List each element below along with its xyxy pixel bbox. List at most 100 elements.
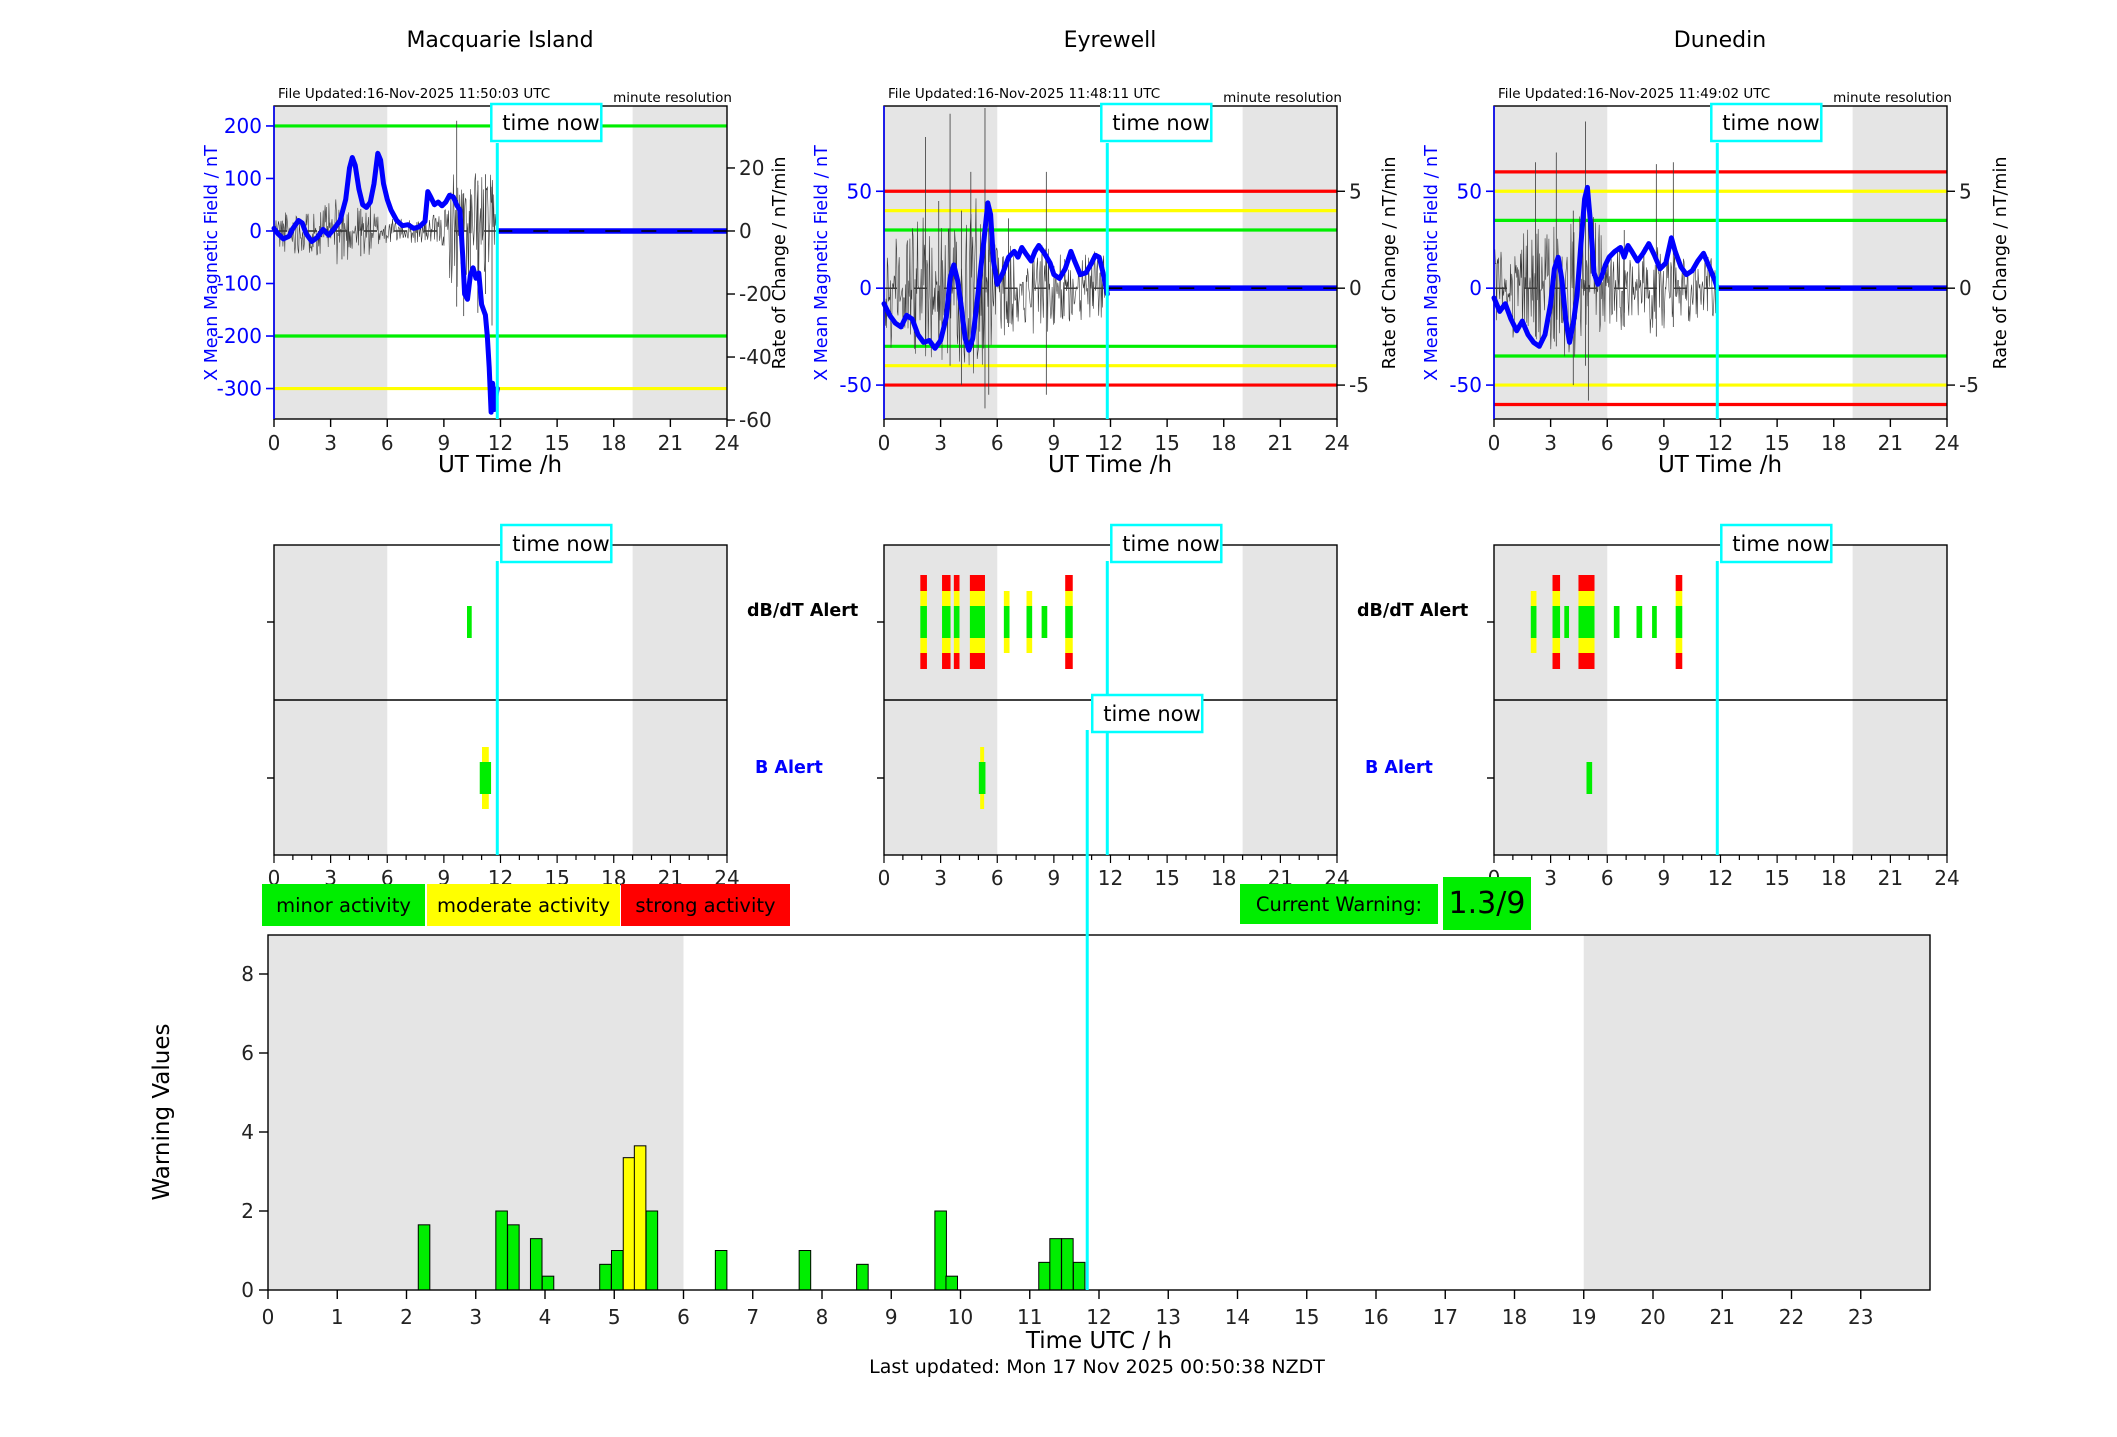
- right-tick-label: -40: [739, 345, 772, 369]
- left-tick-label: 200: [224, 114, 262, 138]
- x-tick-label: 7: [746, 1305, 759, 1329]
- right-tick-label: 0: [739, 219, 752, 243]
- x-tick-label: 0: [878, 431, 891, 455]
- warning-bar: [507, 1224, 520, 1291]
- warning-bar: [714, 1250, 728, 1291]
- right-tick-label: 0: [1349, 276, 1362, 300]
- time-now-flag: time now: [1100, 102, 1213, 143]
- y-tick-label: 6: [241, 1041, 254, 1065]
- x-tick-label: 5: [608, 1305, 621, 1329]
- warning-bar: [1072, 1261, 1086, 1291]
- x-tick-label: 18: [601, 431, 626, 455]
- time-now-box: [1110, 523, 1223, 564]
- x-tick-label: 3: [934, 866, 947, 890]
- mean-field-series: [881, 200, 1110, 353]
- x-tick-label: 20: [1640, 1305, 1665, 1329]
- alert-bar-strong: [1065, 575, 1073, 591]
- time-now-flag: time now: [500, 523, 613, 564]
- warning-bar: [599, 1263, 612, 1291]
- x-tick-label: 23: [1848, 1305, 1873, 1329]
- night-shading-band: [1852, 106, 1947, 419]
- x-tick-label: 3: [324, 431, 337, 455]
- warning-bar: [1038, 1261, 1051, 1291]
- right-tick-label: -20: [739, 282, 772, 306]
- y-tick-label: 2: [241, 1199, 254, 1223]
- alert-bar-moderate: [942, 591, 951, 606]
- time-now-flag: time now: [490, 102, 603, 143]
- time-now-text: time now: [1722, 111, 1819, 135]
- x-tick-label: 12: [1098, 431, 1123, 455]
- y-axis-label-field-eyrewell: X Mean Magnetic Field / nT: [812, 145, 832, 381]
- time-utc-axis-label: Time UTC / h: [1025, 1328, 1173, 1354]
- alert-bar-moderate: [1675, 638, 1683, 653]
- right-tick-label: -5: [1959, 373, 1979, 397]
- alert-bar-strong: [1552, 575, 1561, 591]
- alert-bar-strong: [969, 575, 985, 591]
- x-tick-label: 0: [1488, 431, 1501, 455]
- x-tick-label: 12: [1708, 431, 1733, 455]
- dbdt-alert-label-1: dB/dT Alert: [747, 601, 859, 621]
- y-axis-label-rate-macquarie: Rate of Change / nT/min: [770, 156, 790, 370]
- x-tick-label: 15: [1154, 431, 1179, 455]
- x-tick-label: 21: [1710, 1305, 1735, 1329]
- alert-bar-minor: [1003, 606, 1010, 638]
- station-title-eyrewell: Eyrewell: [1063, 28, 1157, 53]
- alert-bar-moderate: [1065, 638, 1073, 653]
- alert-bar-moderate: [953, 591, 960, 606]
- minute-resolution-label: minute resolution: [1223, 90, 1342, 106]
- time-now-box: [1720, 523, 1833, 564]
- left-tick-label: 100: [224, 166, 262, 190]
- alert-bar-minor: [942, 606, 951, 638]
- time-now-text: time now: [1112, 111, 1209, 135]
- file-updated-macquarie: File Updated:16-Nov-2025 11:50:03 UTC: [278, 86, 551, 102]
- alert-bar-moderate: [1003, 591, 1010, 606]
- alert-bar-minor: [1586, 762, 1593, 794]
- legend-moderate-activity: moderate activity: [427, 884, 620, 926]
- alert-bar-minor: [1530, 606, 1537, 638]
- alert-bar-strong: [969, 653, 985, 669]
- right-tick-label: -60: [739, 408, 772, 432]
- warning-values-axis-label: Warning Values: [149, 1023, 175, 1201]
- alert-bar-moderate: [1530, 638, 1537, 653]
- left-tick-label: -100: [217, 272, 262, 296]
- x-tick-label: 0: [262, 1305, 275, 1329]
- time-now-text: time now: [502, 111, 599, 135]
- warning-bar: [541, 1275, 555, 1291]
- alert-bar-strong: [942, 575, 951, 591]
- x-tick-label: 18: [1821, 431, 1846, 455]
- x-tick-label: 15: [1764, 431, 1789, 455]
- x-tick-label: 18: [1502, 1305, 1527, 1329]
- x-tick-label: 4: [539, 1305, 552, 1329]
- alert-bar-minor: [920, 606, 927, 638]
- time-now-box: [1710, 102, 1823, 143]
- b-alert-label-2: B Alert: [1365, 758, 1433, 778]
- alert-bar-minor: [1026, 606, 1033, 638]
- x-tick-label: 9: [1048, 431, 1061, 455]
- x-tick-label: 18: [1211, 866, 1236, 890]
- rate-of-change-noise-trace: [1494, 216, 1718, 357]
- alert-bar-moderate: [969, 591, 985, 606]
- x-tick-label: 16: [1363, 1305, 1388, 1329]
- x-tick-label: 19: [1571, 1305, 1596, 1329]
- x-tick-label: 2: [400, 1305, 413, 1329]
- time-now-flag: time now: [1710, 102, 1823, 143]
- time-now-text: time now: [1122, 532, 1219, 556]
- alert-bar-strong: [1065, 653, 1073, 669]
- x-tick-label: 12: [1086, 1305, 1111, 1329]
- night-shading-band: [1583, 935, 1930, 1290]
- x-tick-label: 13: [1156, 1305, 1181, 1329]
- warning-bar: [417, 1224, 431, 1291]
- alert-bar-moderate: [1065, 591, 1073, 606]
- alert-bar-moderate: [1026, 591, 1033, 606]
- time-now-box: [500, 523, 613, 564]
- dbdt-alert-label-2: dB/dT Alert: [1357, 601, 1469, 621]
- x-tick-label: 9: [438, 431, 451, 455]
- time-now-text: time now: [1103, 702, 1200, 726]
- time-now-text: time now: [1732, 532, 1829, 556]
- warning-bar: [495, 1210, 508, 1291]
- x-tick-label: 22: [1779, 1305, 1804, 1329]
- time-now-flag: time now: [1720, 523, 1833, 564]
- minute-resolution-label: minute resolution: [613, 90, 732, 106]
- x-tick-label: 21: [1878, 866, 1903, 890]
